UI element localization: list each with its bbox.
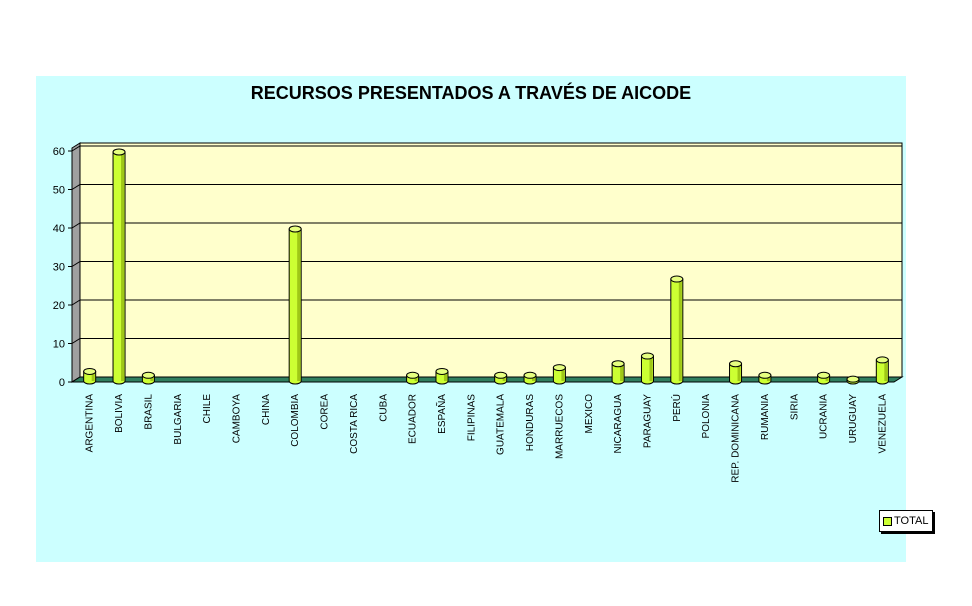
gridline bbox=[71, 299, 902, 306]
bar bbox=[875, 356, 889, 385]
bar bbox=[729, 360, 743, 385]
x-tick-label: MEXICO bbox=[584, 394, 595, 434]
x-tick-label: VENEZUELA bbox=[877, 394, 888, 454]
bar bbox=[112, 148, 126, 385]
bar bbox=[846, 375, 860, 385]
x-tick-label: MARRUECOS bbox=[554, 394, 565, 459]
x-tick-label: SIRIA bbox=[789, 394, 800, 420]
y-tick-label: 20 bbox=[53, 300, 65, 312]
chart-legend: TOTAL bbox=[879, 510, 934, 532]
x-tick-label: BULGARIA bbox=[173, 394, 184, 445]
x-tick-label: CUBA bbox=[378, 394, 389, 422]
x-tick-label: COREA bbox=[320, 394, 331, 430]
gridline bbox=[71, 184, 902, 190]
bar bbox=[406, 371, 420, 385]
x-tick-label: URUGUAY bbox=[848, 394, 859, 444]
x-tick-label: CAMBOYA bbox=[231, 394, 242, 444]
bar bbox=[435, 367, 449, 385]
gridline bbox=[71, 145, 902, 152]
y-tick-label: 60 bbox=[53, 146, 65, 158]
bar bbox=[611, 360, 625, 385]
bar bbox=[758, 371, 772, 385]
x-tick-label: BRASIL bbox=[143, 394, 154, 430]
x-tick-label: FILIPINAS bbox=[466, 394, 477, 442]
legend-label: TOTAL bbox=[894, 515, 929, 527]
x-tick-label: BOLIVIA bbox=[114, 394, 125, 433]
y-tick-label: 40 bbox=[53, 223, 65, 235]
legend-swatch bbox=[883, 516, 892, 526]
y-tick-label: 30 bbox=[53, 262, 65, 274]
y-tick-label: 50 bbox=[53, 185, 65, 197]
bar bbox=[494, 371, 508, 385]
x-tick-label: PARAGUAY bbox=[642, 394, 653, 448]
chart-title: RECURSOS PRESENTADOS A TRAVÉS DE AICODE bbox=[250, 83, 692, 103]
gridline bbox=[71, 222, 902, 229]
x-tick-label: HONDURAS bbox=[525, 394, 536, 452]
x-tick-label: RUMANIA bbox=[760, 394, 771, 440]
x-tick-label: ARGENTINA bbox=[85, 394, 96, 453]
bar bbox=[523, 371, 537, 385]
y-tick-label: 0 bbox=[59, 377, 65, 389]
x-tick-label: UCRANIA bbox=[819, 394, 830, 439]
gridline bbox=[71, 338, 902, 344]
bar bbox=[141, 371, 155, 385]
x-tick-label: GUATEMALA bbox=[496, 394, 507, 455]
x-tick-label: ESPAÑA bbox=[435, 394, 448, 434]
plot-back-wall bbox=[79, 142, 903, 378]
bar bbox=[288, 225, 302, 385]
x-tick-label: REP. DOMINICANA bbox=[731, 394, 742, 483]
bar bbox=[552, 364, 566, 385]
x-tick-label: POLONIA bbox=[701, 394, 712, 439]
x-tick-label: CHILE bbox=[202, 394, 213, 424]
plot-floor bbox=[70, 376, 904, 383]
x-tick-label: COLOMBIA bbox=[290, 394, 301, 447]
bar bbox=[640, 352, 654, 385]
x-tick-label: CHINA bbox=[261, 394, 272, 425]
bar bbox=[83, 367, 97, 385]
bar bbox=[670, 275, 684, 385]
x-tick-label: ECUADOR bbox=[408, 394, 419, 444]
x-tick-label: PERÚ bbox=[670, 394, 683, 422]
y-tick-label: 10 bbox=[53, 339, 65, 351]
x-tick-label: NICARAGUA bbox=[613, 394, 624, 454]
gridline bbox=[71, 261, 902, 267]
bar bbox=[817, 371, 831, 385]
x-tick-label: COSTA RICA bbox=[349, 394, 360, 454]
